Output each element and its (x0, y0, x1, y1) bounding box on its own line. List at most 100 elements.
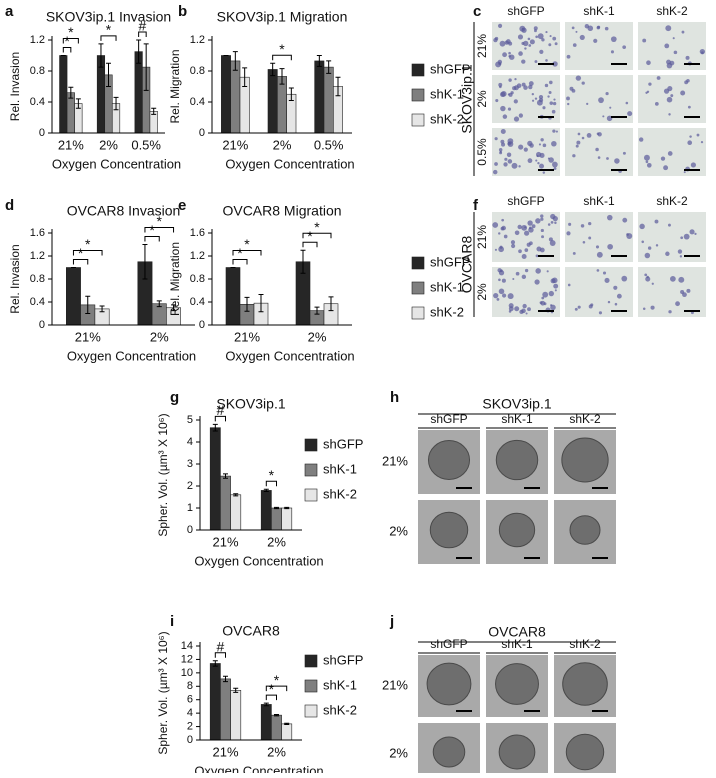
cell-dot (529, 39, 535, 45)
significance-bracket (62, 38, 79, 44)
cell-dot (670, 94, 674, 98)
cell-dot (540, 138, 544, 142)
error-bar (68, 86, 74, 99)
cell-dot (586, 133, 592, 138)
significance-mark: # (217, 638, 225, 654)
error-bar (98, 43, 104, 68)
axes (199, 416, 302, 531)
column-label: shGFP (507, 4, 544, 18)
x-axis-label: Oxygen Concentration (52, 156, 181, 171)
bar (209, 663, 221, 741)
x-tick-label: 21% (234, 329, 260, 344)
cell-dot (548, 90, 552, 94)
row-label: 2% (475, 283, 489, 301)
cell-dot (616, 293, 622, 299)
error-bar (244, 296, 250, 312)
cell-dot (499, 150, 502, 153)
cell-dot (534, 279, 540, 285)
cell-dot (549, 35, 552, 38)
cell-dot (579, 34, 585, 41)
error-bar (328, 296, 334, 312)
y-tick-label: 4 (187, 436, 193, 448)
cell-dot (514, 230, 520, 236)
x-axis-label: Oxygen Concentration (67, 348, 196, 363)
cell-dot (535, 159, 538, 162)
row-label: 21% (382, 453, 408, 468)
cell-dot (534, 29, 537, 33)
significance-mark: * (269, 681, 275, 697)
cell-dot (523, 147, 528, 152)
cell-dot (507, 159, 513, 164)
cell-dot (584, 24, 590, 29)
cell-dot (542, 106, 546, 110)
y-tick-label: 0.4 (190, 296, 205, 308)
cell-dot (550, 213, 556, 220)
significance-mark: * (244, 236, 250, 252)
x-tick-label: 21% (212, 744, 238, 759)
y-axis-label: Rel. Migration (168, 242, 182, 316)
cell-dot (540, 217, 544, 221)
cell-dot (492, 222, 499, 228)
cell-dot (687, 105, 691, 109)
cell-dot (622, 151, 626, 155)
cell-dot (553, 167, 557, 170)
significance-mark: * (78, 245, 84, 261)
x-tick-label: 21% (58, 137, 84, 152)
cell-dot (596, 25, 600, 30)
axes (51, 229, 195, 326)
row-label: 2% (475, 90, 489, 108)
significance-bracket (265, 694, 277, 701)
cell-dot (696, 133, 700, 137)
cell-dot (626, 233, 633, 239)
cell-dot (596, 269, 600, 272)
legend-label: shK-2 (430, 111, 464, 126)
panel-letter: a (5, 3, 14, 20)
cell-dot (528, 81, 534, 86)
cell-dot (536, 154, 539, 158)
cell-dot (545, 59, 548, 62)
cell-dot (668, 310, 672, 314)
bar (220, 678, 231, 741)
cell-dot (572, 251, 576, 255)
cell-dot (602, 115, 605, 118)
x-axis-label: Oxygen Concentration (225, 156, 354, 171)
cell-dot (538, 143, 542, 146)
cell-dot (581, 81, 585, 85)
chart-title: SKOV3ip.1 (216, 396, 285, 412)
y-tick-label: 1 (187, 502, 193, 514)
cell-dot (647, 246, 652, 250)
cell-dot (582, 240, 586, 244)
significance-mark: * (64, 33, 70, 49)
cell-dot (678, 276, 685, 283)
error-bar (274, 506, 279, 510)
panel-letter: b (178, 3, 187, 20)
y-tick-label: 2 (187, 480, 193, 492)
cell-dot (547, 223, 551, 226)
error-bar (142, 244, 148, 280)
cell-dot (509, 54, 515, 60)
error-bar (223, 473, 228, 479)
cell-dot (553, 283, 559, 289)
legend-label: shK-2 (430, 304, 464, 319)
significance-mark: * (157, 213, 163, 229)
bar (225, 267, 241, 326)
y-tick-label: 6 (187, 694, 193, 706)
error-bar (75, 98, 81, 109)
row-label: 0.5% (475, 138, 489, 166)
cell-dot (571, 26, 575, 30)
cell-dot (506, 152, 512, 157)
significance-bracket (138, 31, 147, 37)
cell-dot (544, 83, 549, 88)
y-tick-label: 3 (187, 458, 193, 470)
cell-dot (639, 223, 645, 230)
bar (230, 690, 242, 741)
cell-dot (550, 221, 554, 224)
error-bar (99, 305, 105, 313)
cell-dot (524, 47, 527, 50)
row-label: 21% (475, 225, 489, 249)
cell-dot (666, 59, 671, 65)
cell-dot (523, 40, 529, 47)
cell-dot (605, 91, 609, 96)
cell-dot (643, 154, 650, 161)
bar (209, 427, 221, 531)
